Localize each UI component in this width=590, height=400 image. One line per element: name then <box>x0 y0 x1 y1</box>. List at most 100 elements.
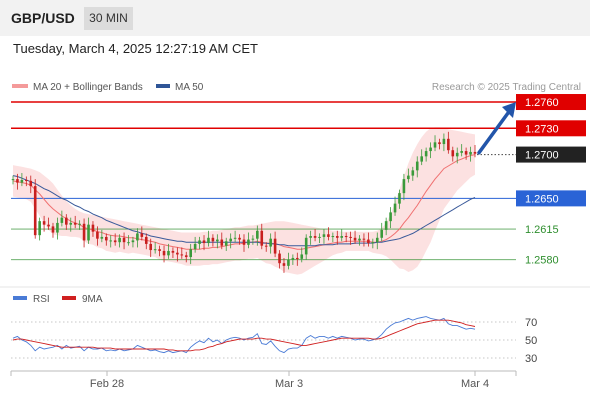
candle-body <box>460 151 463 153</box>
candle-body <box>291 257 295 260</box>
candle-body <box>162 250 166 256</box>
candle-body <box>398 193 401 204</box>
candle-body <box>420 156 423 162</box>
candle-body <box>202 240 206 244</box>
ma50-legend-label: MA 50 <box>175 82 204 93</box>
candle-body <box>331 236 335 238</box>
bollinger-band-area <box>13 127 475 275</box>
resistance-label: 1.2760 <box>525 97 559 109</box>
candle-body <box>340 236 344 238</box>
forecast-arrow-shaft <box>477 111 510 155</box>
candle-body <box>371 242 375 244</box>
pivot-label: 1.2650 <box>525 193 559 205</box>
candle-body <box>407 175 410 180</box>
candle-body <box>349 236 352 238</box>
candle-body <box>415 161 419 171</box>
candle-body <box>278 253 281 264</box>
candle-body <box>38 221 41 236</box>
candle-body <box>167 250 170 256</box>
candle-body <box>247 239 250 245</box>
ma20-legend-label: MA 20 + Bollinger Bands <box>33 82 143 93</box>
candle-body <box>176 252 179 255</box>
candle-body <box>65 217 68 225</box>
candle-body <box>380 229 384 238</box>
candle-body <box>424 151 428 157</box>
candles-group <box>11 131 477 273</box>
level-lines-group: 1.2760 1.2730 1.2700 1.2650 1.2615 1.2580 <box>11 94 586 267</box>
candle-body <box>189 249 192 258</box>
resistance-label-box <box>516 120 586 137</box>
candle-body <box>296 257 299 259</box>
candle-body <box>229 238 232 242</box>
candle-body <box>184 255 188 258</box>
candle-body <box>29 180 33 187</box>
candle-body <box>127 242 130 244</box>
x-tick-label: Mar 3 <box>275 378 303 390</box>
candle-body <box>327 234 330 237</box>
candle-body <box>313 236 317 238</box>
ma20-legend-swatch <box>12 84 28 88</box>
rsi-legend-swatch <box>13 296 27 300</box>
last-price-label-box <box>516 146 586 163</box>
rsi-tick-label: 50 <box>525 335 537 347</box>
candle-body <box>300 254 304 259</box>
support-label: 1.2580 <box>525 255 559 267</box>
candle-body <box>104 236 108 241</box>
candle-body <box>109 240 113 242</box>
candle-body <box>153 249 157 251</box>
candle-body <box>469 151 472 155</box>
candle-body <box>318 236 321 238</box>
candle-body <box>260 230 264 246</box>
rsi-tick-label: 70 <box>525 317 537 329</box>
rsi-line <box>12 316 476 354</box>
resistance-label: 1.2730 <box>525 123 559 135</box>
candle-body <box>198 240 201 244</box>
credit-text: Research © 2025 Trading Central <box>432 82 581 93</box>
resistance-label-box <box>516 94 586 111</box>
candle-body <box>269 238 272 247</box>
candle-body <box>224 241 228 246</box>
forecast-arrow-head <box>502 102 516 119</box>
candle-body <box>122 237 126 243</box>
candle-body <box>375 237 379 243</box>
candle-body <box>136 233 139 241</box>
candle-body <box>131 240 135 243</box>
candle-body <box>51 226 55 233</box>
candle-body <box>33 186 37 236</box>
candle-body <box>442 138 446 145</box>
candle-body <box>384 221 388 230</box>
ma50-legend-swatch <box>156 84 170 88</box>
candle-body <box>362 238 366 240</box>
candle-body <box>358 238 361 241</box>
candle-body <box>335 236 339 238</box>
candle-body <box>393 203 397 213</box>
candle-body <box>233 237 237 239</box>
candle-body <box>60 217 64 223</box>
candle-body <box>438 142 441 145</box>
last-price-label: 1.2700 <box>525 150 559 162</box>
overlay-group <box>477 102 516 155</box>
candle-body <box>113 240 117 243</box>
candle-body <box>344 236 348 238</box>
candle-body <box>367 239 370 244</box>
candle-body <box>238 237 241 240</box>
candle-body <box>42 221 46 225</box>
candle-body <box>20 179 24 183</box>
candle-body <box>242 239 246 245</box>
candle-body <box>216 239 219 242</box>
candle-body <box>149 243 153 251</box>
candle-body <box>433 142 437 148</box>
candle-body <box>287 259 290 266</box>
rsi-tick-label: 30 <box>525 353 537 365</box>
candle-body <box>220 239 224 246</box>
candle-body <box>140 233 144 237</box>
candle-body <box>56 222 59 233</box>
candle-body <box>473 151 477 154</box>
candle-body <box>78 223 81 225</box>
candle-body <box>211 237 215 242</box>
timeframe-badge[interactable]: 30 MIN <box>84 7 133 30</box>
candle-body <box>25 179 28 181</box>
candle-body <box>73 222 77 225</box>
header-bar: GBP/USD 30 MIN <box>0 0 590 36</box>
